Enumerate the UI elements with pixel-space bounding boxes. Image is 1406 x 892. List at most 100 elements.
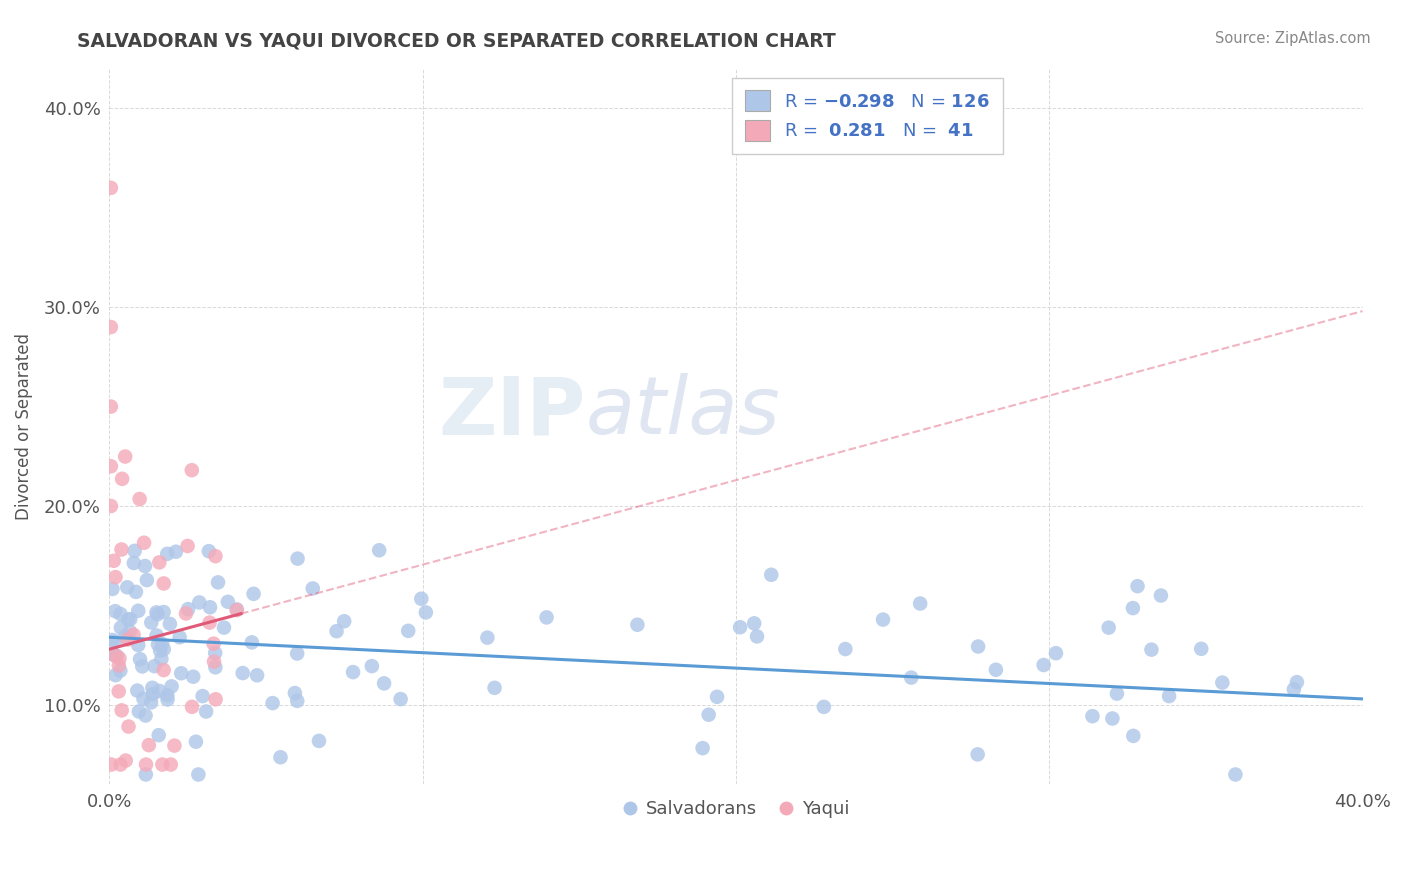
Point [285, 647, 308, 661]
Point [908, 597, 931, 611]
Y-axis label: Divorced or Separated: Divorced or Separated [15, 333, 32, 520]
Point [148, 728, 170, 742]
Point [169, 630, 191, 644]
Point [1211, 675, 1233, 690]
Point [104, 570, 127, 584]
Point [415, 606, 437, 620]
Point [287, 551, 309, 566]
Point [706, 690, 728, 704]
Point [1157, 689, 1180, 703]
Point [308, 734, 330, 748]
Point [1122, 729, 1144, 743]
Point [105, 648, 128, 663]
Point [111, 703, 134, 717]
Point [110, 757, 132, 772]
Point [141, 681, 163, 695]
Point [1285, 675, 1308, 690]
Point [114, 450, 136, 464]
Point [142, 687, 165, 701]
Point [692, 741, 714, 756]
Point [195, 705, 218, 719]
Point [152, 605, 174, 619]
Point [145, 606, 167, 620]
Point [100, 181, 122, 195]
Point [127, 604, 149, 618]
Point [728, 620, 751, 634]
Point [150, 637, 173, 651]
Point [967, 640, 990, 654]
Point [204, 660, 226, 674]
Point [127, 638, 149, 652]
Point [232, 666, 254, 681]
Point [132, 691, 155, 706]
Point [110, 607, 132, 621]
Point [152, 576, 174, 591]
Point [1225, 767, 1247, 781]
Point [135, 757, 157, 772]
Point [138, 738, 160, 752]
Point [117, 720, 139, 734]
Point [270, 750, 292, 764]
Point [536, 610, 558, 624]
Point [141, 615, 163, 630]
Point [139, 695, 162, 709]
Point [198, 600, 221, 615]
Point [484, 681, 506, 695]
Point [389, 692, 412, 706]
Point [131, 659, 153, 673]
Point [872, 613, 894, 627]
Point [110, 664, 132, 678]
Point [104, 604, 127, 618]
Point [204, 646, 226, 660]
Point [368, 543, 391, 558]
Point [1098, 621, 1121, 635]
Point [122, 556, 145, 570]
Point [198, 615, 221, 630]
Point [148, 684, 170, 698]
Point [325, 624, 347, 639]
Point [813, 699, 835, 714]
Point [225, 602, 247, 616]
Point [1045, 646, 1067, 660]
Point [180, 463, 202, 477]
Point [108, 651, 131, 665]
Point [217, 595, 239, 609]
Point [170, 666, 193, 681]
Point [110, 542, 132, 557]
Point [150, 757, 173, 772]
Point [114, 630, 136, 644]
Point [373, 676, 395, 690]
Text: SALVADORAN VS YAQUI DIVORCED OR SEPARATED CORRELATION CHART: SALVADORAN VS YAQUI DIVORCED OR SEPARATE… [77, 31, 837, 50]
Point [100, 400, 122, 414]
Point [108, 658, 131, 673]
Point [1081, 709, 1104, 723]
Point [204, 549, 226, 563]
Point [1122, 601, 1144, 615]
Point [152, 642, 174, 657]
Point [135, 767, 157, 781]
Point [966, 747, 988, 762]
Point [342, 665, 364, 679]
Point [146, 637, 169, 651]
Point [104, 648, 127, 663]
Point [101, 632, 124, 647]
Point [101, 582, 124, 596]
Point [118, 624, 141, 639]
Point [156, 547, 179, 561]
Point [202, 655, 225, 669]
Point [1126, 579, 1149, 593]
Text: ZIP: ZIP [439, 373, 585, 451]
Point [697, 707, 720, 722]
Point [411, 591, 433, 606]
Point [1032, 657, 1054, 672]
Point [1101, 711, 1123, 725]
Point [360, 659, 382, 673]
Point [984, 663, 1007, 677]
Point [111, 472, 134, 486]
Point [117, 632, 139, 647]
Point [134, 559, 156, 574]
Point [204, 692, 226, 706]
Point [120, 612, 142, 626]
Point [742, 616, 765, 631]
Point [181, 699, 204, 714]
